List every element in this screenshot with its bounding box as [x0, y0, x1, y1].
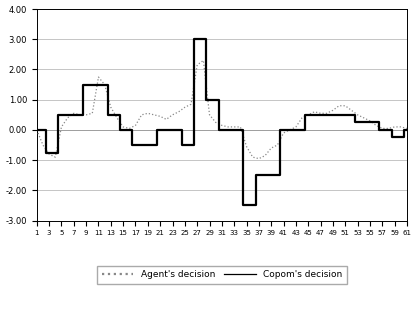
Copom's decision	[404, 128, 409, 132]
Agent's decision	[108, 106, 113, 109]
Copom's decision	[108, 113, 113, 117]
Agent's decision	[34, 128, 39, 132]
Copom's decision	[367, 121, 372, 124]
Copom's decision	[195, 37, 200, 41]
Copom's decision	[269, 173, 274, 177]
Agent's decision	[201, 59, 206, 62]
Line: Agent's decision: Agent's decision	[37, 60, 407, 159]
Agent's decision	[367, 119, 372, 123]
Legend: Agent's decision, Copom's decision: Agent's decision, Copom's decision	[97, 266, 347, 284]
Agent's decision	[238, 125, 243, 129]
Agent's decision	[269, 146, 274, 150]
Copom's decision	[121, 128, 126, 132]
Agent's decision	[164, 117, 169, 121]
Agent's decision	[256, 157, 261, 161]
Copom's decision	[244, 203, 249, 207]
Line: Copom's decision: Copom's decision	[37, 39, 407, 205]
Copom's decision	[164, 128, 169, 132]
Copom's decision	[238, 128, 243, 132]
Copom's decision	[34, 128, 39, 132]
Agent's decision	[121, 125, 126, 129]
Agent's decision	[404, 127, 409, 130]
